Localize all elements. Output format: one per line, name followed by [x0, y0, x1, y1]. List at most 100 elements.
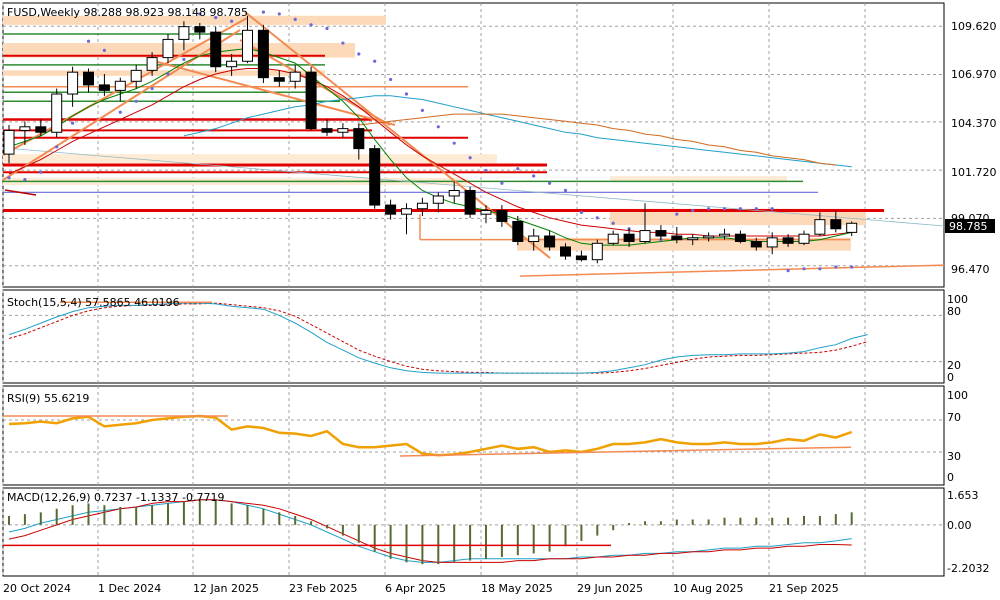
date-label: 12 Jan 2025: [193, 582, 259, 595]
sar-dot: [214, 15, 218, 20]
sar-dot: [341, 41, 345, 45]
support-zone: [610, 208, 866, 226]
last-price-label: 98.785: [949, 220, 988, 233]
candle-down: [782, 237, 794, 244]
resistance-zone: [3, 70, 325, 76]
candle-up: [242, 29, 253, 62]
candle-up: [416, 202, 428, 210]
sar-dot: [532, 174, 536, 178]
sar-dot: [39, 170, 43, 174]
main-panel-frame: [2, 2, 945, 288]
stoch-tick-label: 80: [947, 305, 961, 318]
orange-trend-line: [149, 59, 396, 126]
main-header: FUSD,Weekly 98.288 98.923 98.148 98.785: [7, 6, 248, 19]
rsi-tick-label: 70: [947, 411, 961, 424]
candle-down: [512, 220, 524, 242]
candle-up: [687, 237, 699, 241]
sar-dot: [834, 265, 838, 269]
candle-down: [273, 77, 285, 82]
stoch-tick-label: 100: [947, 293, 968, 306]
stoch-header: Stoch(15,5,4) 57.5865 46.0196: [7, 296, 180, 309]
stoch-main-line: [8, 302, 868, 374]
rsi-support-line: [399, 446, 852, 457]
candle-up: [719, 233, 730, 237]
sar-dot: [786, 269, 790, 273]
sar-dot: [150, 86, 154, 91]
candle-up: [114, 80, 126, 91]
macd-tick-label: 0.00: [947, 519, 972, 532]
sar-dot: [707, 207, 711, 211]
candle-up: [703, 235, 715, 239]
candle-down: [560, 246, 571, 257]
candle-up: [67, 71, 79, 95]
sar-dot: [452, 141, 456, 145]
sar-dot: [261, 10, 265, 14]
rsi-tick-label: 100: [947, 389, 968, 402]
candle-up: [3, 129, 15, 155]
sar-dot: [738, 207, 743, 211]
sar-dot: [770, 207, 774, 211]
sar-dot: [850, 265, 854, 269]
date-label: 6 Apr 2025: [385, 582, 446, 595]
sar-dot: [754, 207, 758, 211]
sar-dot: [611, 221, 615, 225]
sar-dot: [198, 12, 202, 16]
rsi-header: RSI(9) 55.6219: [7, 392, 89, 405]
candle-down: [321, 128, 333, 133]
sar-dot: [309, 23, 313, 27]
candle-up: [19, 126, 31, 131]
candle-down: [496, 210, 508, 222]
candle-down: [257, 29, 269, 79]
y-tick-label: 106.970: [951, 68, 997, 81]
date-label: 18 May 2025: [481, 582, 553, 595]
candle-up: [51, 93, 63, 133]
candle-up: [226, 60, 238, 68]
candle-up: [480, 210, 492, 215]
date-label: 21 Sep 2025: [769, 582, 839, 595]
candle-down: [830, 219, 842, 230]
date-label: 29 Jun 2025: [577, 582, 643, 595]
macd-tick-label: 1.653: [947, 489, 979, 502]
date-label: 1 Dec 2024: [98, 582, 161, 595]
sar-dot: [182, 57, 186, 62]
orange-trend-line: [2, 29, 241, 181]
candle-down: [734, 233, 746, 242]
candle-up: [289, 71, 301, 82]
sar-dot: [71, 121, 75, 125]
sar-dot: [436, 125, 440, 129]
candle-up: [846, 222, 858, 233]
candle-up: [178, 26, 190, 40]
macd-main-line: [8, 499, 852, 563]
rsi-tick-label: 0: [947, 471, 954, 484]
candle-down: [210, 31, 222, 68]
y-tick-label: 96.470: [951, 263, 990, 276]
candle-up: [337, 128, 349, 133]
y-tick-label: 109.620: [951, 20, 997, 33]
candle-up: [639, 230, 651, 242]
date-label: 20 Oct 2024: [3, 582, 71, 595]
stoch-signal-line: [8, 302, 868, 374]
candle-up: [146, 57, 158, 71]
sar-dot: [86, 39, 91, 43]
candle-up: [766, 237, 778, 248]
candle-down: [575, 255, 587, 261]
candle-down: [385, 204, 397, 215]
sar-dot: [102, 48, 106, 52]
rsi-line: [8, 414, 853, 457]
candle-up: [432, 195, 444, 204]
candle-up: [528, 235, 540, 242]
macd-tick-label: -2.2032: [947, 562, 989, 575]
y-tick-label: 101.720: [951, 166, 997, 179]
candle-up: [130, 69, 142, 82]
supply-zone: [3, 154, 497, 164]
candle-down: [83, 71, 94, 86]
red-short-line: [4, 189, 37, 196]
sar-dot: [484, 168, 488, 173]
candle-down: [671, 235, 683, 241]
sar-dot: [420, 108, 424, 113]
candle-down: [544, 235, 556, 248]
sar-dot: [373, 59, 377, 63]
sar-dot: [722, 207, 727, 211]
